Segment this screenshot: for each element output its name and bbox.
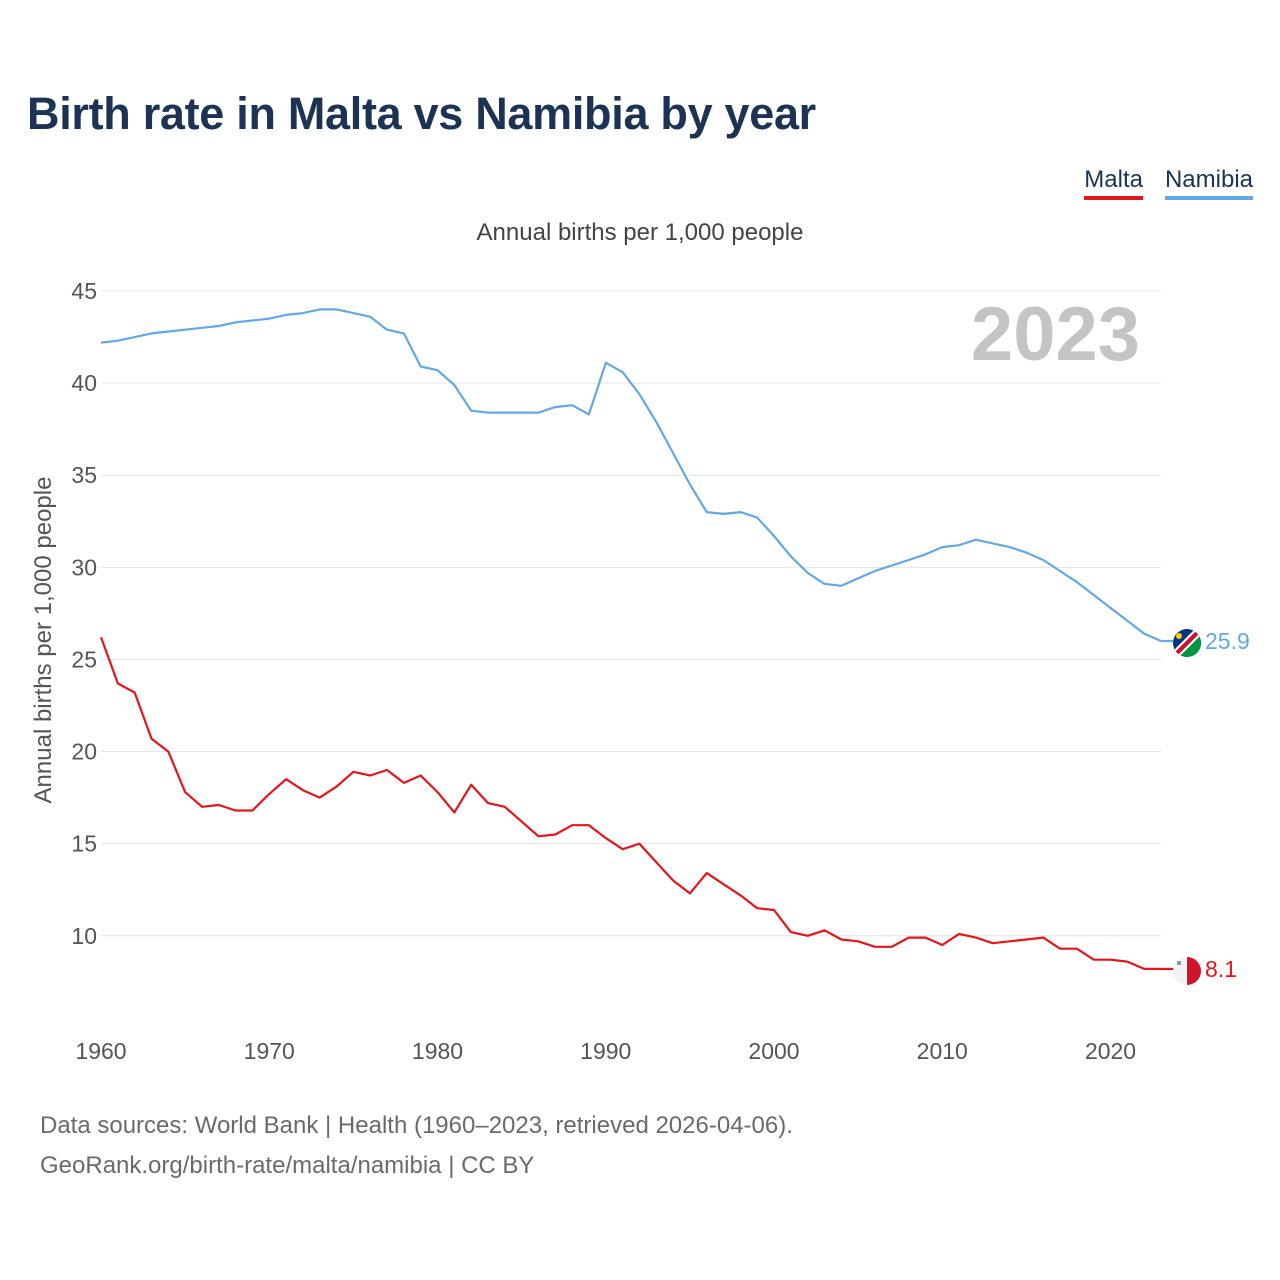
line-chart: Annual births per 1,000 people Annual bi… — [30, 219, 1250, 1064]
legend-item-malta[interactable]: Malta — [1084, 166, 1143, 200]
legend: Malta Namibia — [1084, 166, 1253, 200]
page-title: Birth rate in Malta vs Namibia by year — [27, 88, 816, 139]
x-tick-label: 1990 — [580, 1038, 631, 1064]
y-tick-label: 30 — [71, 554, 97, 580]
footer: Data sources: World Bank | Health (1960–… — [40, 1106, 793, 1186]
namibia-flag-icon — [1173, 629, 1201, 657]
x-tick-label: 1970 — [244, 1038, 295, 1064]
y-tick-label: 35 — [71, 462, 97, 488]
series-line-namibia — [100, 308, 1162, 643]
y-tick-label: 15 — [71, 831, 97, 857]
attribution-text: GeoRank.org/birth-rate/malta/namibia | C… — [40, 1152, 535, 1179]
x-tick-label: 1980 — [412, 1038, 463, 1064]
y-tick-label: 45 — [71, 278, 97, 304]
malta-flag-icon — [1173, 957, 1201, 985]
x-tick-label: 2020 — [1085, 1038, 1136, 1064]
x-tick-label: 1960 — [75, 1038, 126, 1064]
y-axis-label: Annual births per 1,000 people — [30, 477, 57, 804]
y-tick-label: 40 — [71, 370, 97, 396]
x-tick-label: 2010 — [917, 1038, 968, 1064]
y-tick-label: 20 — [71, 739, 97, 765]
year-watermark: 2023 — [971, 292, 1140, 377]
chart-subtitle: Annual births per 1,000 people — [477, 219, 804, 246]
end-value-label-namibia: 25.9 — [1205, 628, 1250, 654]
series-line-malta — [99, 636, 1161, 971]
end-value-label-malta: 8.1 — [1205, 956, 1237, 982]
y-tick-label: 25 — [71, 646, 97, 672]
x-tick-label: 2000 — [748, 1038, 799, 1064]
legend-item-namibia[interactable]: Namibia — [1164, 166, 1253, 200]
y-tick-label: 10 — [71, 923, 97, 949]
data-source-text: Data sources: World Bank | Health (1960–… — [40, 1112, 793, 1139]
